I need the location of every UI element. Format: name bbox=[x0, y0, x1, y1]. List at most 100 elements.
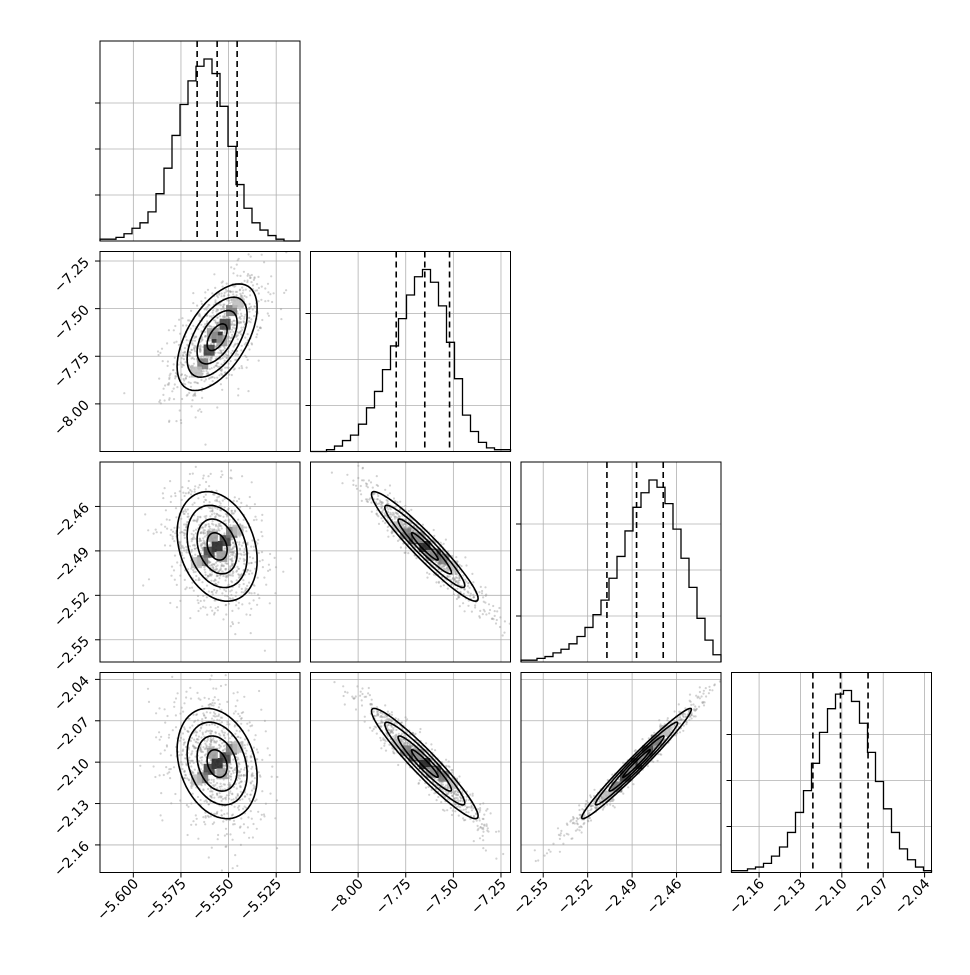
scatter-point bbox=[220, 569, 222, 571]
scatter-point bbox=[175, 341, 177, 343]
scatter-point bbox=[253, 739, 255, 741]
scatter-point bbox=[239, 827, 241, 829]
scatter-point bbox=[466, 806, 468, 808]
scatter-point bbox=[208, 856, 210, 858]
scatter-point bbox=[477, 825, 479, 827]
scatter-point bbox=[216, 719, 218, 721]
scatter-point bbox=[496, 610, 498, 612]
scatter-point bbox=[256, 542, 258, 544]
scatter-point bbox=[217, 838, 219, 840]
scatter-point bbox=[212, 309, 214, 311]
scatter-point bbox=[251, 774, 253, 776]
scatter-point bbox=[247, 390, 249, 392]
scatter-point bbox=[236, 500, 238, 502]
scatter-point bbox=[199, 747, 201, 749]
scatter-point bbox=[458, 805, 460, 807]
scatter-point bbox=[213, 719, 215, 721]
scatter-point bbox=[376, 733, 378, 735]
scatter-point bbox=[175, 714, 177, 716]
scatter-point bbox=[177, 692, 179, 694]
scatter-point bbox=[261, 514, 263, 516]
scatter-point bbox=[200, 324, 202, 326]
scatter-point bbox=[231, 329, 233, 331]
scatter-point bbox=[241, 287, 243, 289]
scatter-point bbox=[144, 513, 146, 515]
scatter-point bbox=[204, 823, 206, 825]
scatter-point bbox=[447, 765, 449, 767]
scatter-point bbox=[211, 523, 213, 525]
scatter-point bbox=[174, 492, 176, 494]
scatter-point bbox=[205, 517, 207, 519]
scatter-point bbox=[393, 497, 395, 499]
histogram-2 bbox=[521, 480, 721, 662]
scatter-point bbox=[222, 798, 224, 800]
scatter-point bbox=[201, 303, 203, 305]
scatter-point bbox=[210, 580, 212, 582]
scatter-point bbox=[169, 602, 171, 604]
scatter-point bbox=[222, 286, 224, 288]
scatter-point bbox=[489, 609, 491, 611]
scatter-point bbox=[191, 357, 193, 359]
scatter-point bbox=[238, 782, 240, 784]
scatter-point bbox=[203, 588, 205, 590]
scatter-point bbox=[191, 399, 193, 401]
scatter-point bbox=[230, 778, 232, 780]
scatter-point bbox=[188, 319, 190, 321]
scatter-point bbox=[397, 513, 399, 515]
scatter-point bbox=[211, 675, 213, 677]
scatter-point bbox=[405, 716, 407, 718]
scatter-point bbox=[207, 788, 209, 790]
scatter-point bbox=[215, 607, 217, 609]
scatter-point bbox=[245, 613, 247, 615]
scatter-point bbox=[433, 529, 435, 531]
scatter-point bbox=[428, 794, 430, 796]
scatter-point bbox=[170, 575, 172, 577]
scatter-point bbox=[190, 787, 192, 789]
scatter-point bbox=[230, 776, 232, 778]
scatter-point bbox=[170, 802, 172, 804]
scatter-point bbox=[226, 299, 228, 301]
scatter-point bbox=[224, 312, 226, 314]
scatter-point bbox=[361, 479, 363, 481]
scatter-point bbox=[587, 810, 589, 812]
scatter-point bbox=[361, 699, 363, 701]
scatter-point bbox=[195, 579, 197, 581]
scatter-point bbox=[368, 479, 370, 481]
scatter-point bbox=[210, 574, 212, 576]
scatter-point bbox=[248, 592, 250, 594]
scatter-point bbox=[158, 731, 160, 733]
scatter-point bbox=[247, 359, 249, 361]
scatter-point bbox=[197, 579, 199, 581]
scatter-point bbox=[259, 560, 261, 562]
scatter-point bbox=[458, 815, 460, 817]
scatter-point bbox=[357, 477, 359, 479]
scatter-point bbox=[708, 692, 710, 694]
scatter-point bbox=[173, 342, 175, 344]
scatter-point bbox=[245, 296, 247, 298]
scatter-point bbox=[205, 481, 207, 483]
scatter-point bbox=[254, 516, 256, 518]
scatter-point bbox=[210, 796, 212, 798]
scatter-point bbox=[197, 382, 199, 384]
scatter-point bbox=[471, 573, 473, 575]
scatter-point bbox=[460, 799, 462, 801]
scatter-point bbox=[209, 340, 211, 342]
scatter-point bbox=[459, 796, 461, 798]
scatter-point bbox=[228, 508, 230, 510]
scatter-point bbox=[445, 568, 447, 570]
scatter-point bbox=[164, 526, 166, 528]
scatter-point bbox=[395, 516, 397, 518]
scatter-point bbox=[261, 790, 263, 792]
scatter-point bbox=[195, 416, 197, 418]
scatter-point bbox=[185, 696, 187, 698]
scatter-point bbox=[237, 713, 239, 715]
scatter-point bbox=[226, 595, 228, 597]
scatter-point bbox=[166, 528, 168, 530]
scatter-point bbox=[229, 566, 231, 568]
scatter-point bbox=[229, 524, 231, 526]
scatter-point bbox=[380, 747, 382, 749]
scatter-point bbox=[224, 784, 226, 786]
scatter-point bbox=[204, 800, 206, 802]
scatter-point bbox=[173, 398, 175, 400]
scatter-point bbox=[196, 692, 198, 694]
